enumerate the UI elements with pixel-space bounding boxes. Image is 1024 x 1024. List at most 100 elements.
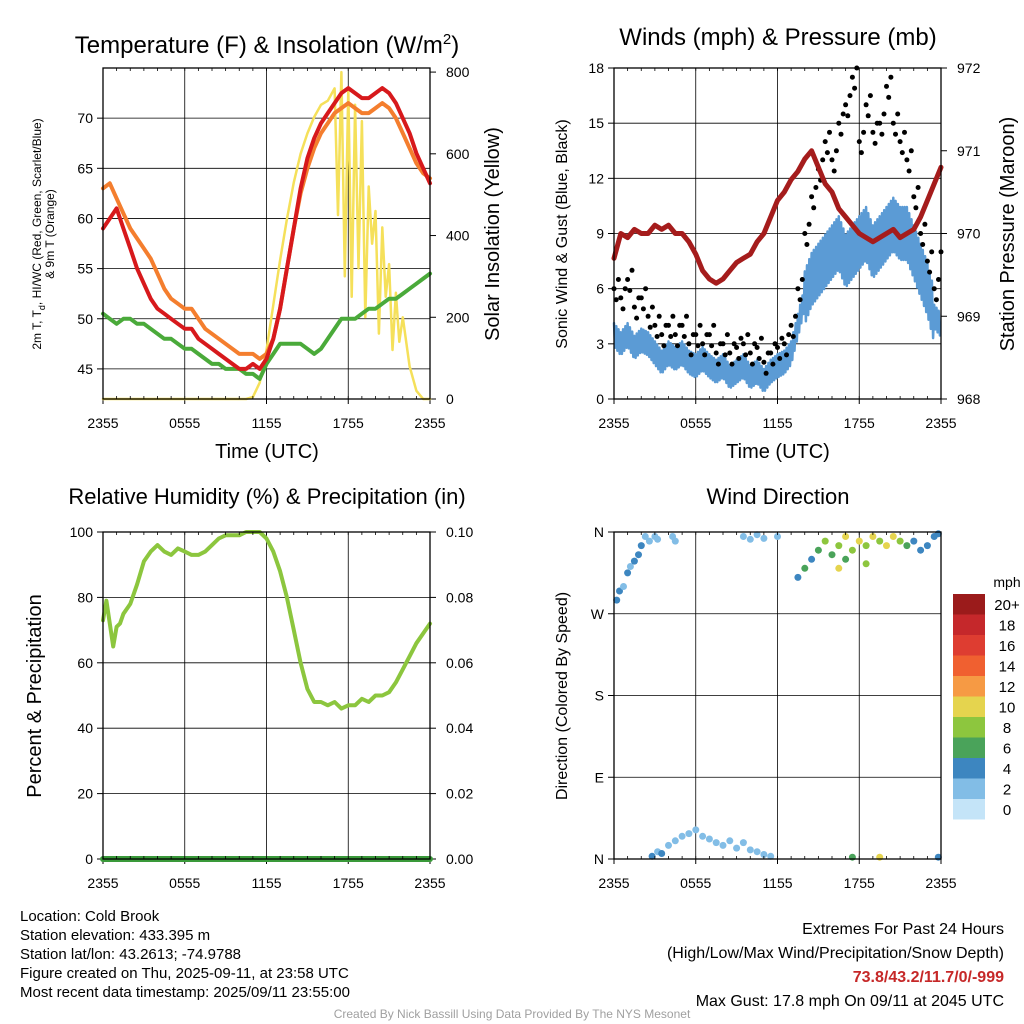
gust-point: [863, 102, 869, 108]
x-axis-label: Time (UTC): [726, 441, 830, 463]
gust-point: [790, 334, 796, 339]
gust-point: [615, 277, 621, 282]
y-tick-label: 18: [588, 60, 604, 76]
direction-point: [794, 573, 802, 581]
y-tick-label: 6: [596, 281, 604, 297]
gust-point: [697, 322, 703, 328]
y-tick-label: 12: [588, 170, 604, 186]
extremes-fields: (High/Low/Max Wind/Precipitation/Snow De…: [666, 945, 1004, 962]
gust-point: [638, 295, 644, 301]
legend-label: 14: [999, 659, 1016, 676]
direction-point: [917, 546, 925, 554]
gust-point: [872, 140, 878, 146]
title-part: Temperature (F) & Insolation (W/m: [75, 32, 443, 59]
y-tick-label: 50: [77, 311, 93, 327]
gust-point: [813, 185, 819, 190]
gust-point: [668, 334, 674, 339]
y-axis-label: Direction (Colored By Speed): [554, 592, 571, 800]
direction-point: [726, 837, 734, 845]
legend-swatch: [953, 717, 985, 738]
gust-point: [627, 288, 633, 293]
y2-axis-label: Station Pressure (Maroon): [997, 117, 1019, 352]
gust-point: [681, 334, 687, 339]
legend-label: 18: [999, 618, 1016, 635]
y-tick-label: N: [594, 524, 604, 540]
gust-point: [879, 131, 885, 137]
direction-point: [903, 542, 911, 550]
ylabel-line: , HI/WC (Red, Green, Scarlet/Blue): [30, 118, 44, 305]
gust-point: [709, 343, 715, 349]
y2-tick-label: 0.00: [446, 851, 473, 867]
x-tick-label: 2355: [414, 875, 445, 891]
gust-point: [852, 85, 858, 91]
y2-tick-label: 0.04: [446, 720, 473, 736]
legend-swatch: [953, 799, 985, 820]
elevation-text: Station elevation: 433.395 m: [20, 927, 211, 944]
gust-point: [836, 120, 842, 126]
y-tick-label: 60: [77, 655, 93, 671]
y-tick-label: 80: [77, 589, 93, 605]
gust-point: [867, 93, 873, 99]
gust-point: [833, 148, 839, 154]
gust-point: [656, 313, 662, 319]
y2-tick-label: 0: [446, 391, 454, 407]
gust-point: [936, 277, 941, 282]
gust-point: [820, 157, 826, 163]
pressure-line: [611, 148, 944, 286]
x-tick-label: 0555: [680, 875, 711, 891]
y2-tick-label: 969: [957, 308, 981, 324]
gust-point: [670, 313, 676, 319]
gust-point: [720, 341, 726, 347]
direction-point: [801, 564, 809, 572]
gust-point: [824, 150, 830, 156]
legend-label: 16: [999, 638, 1016, 655]
direction-point: [671, 537, 679, 545]
gust-point: [631, 304, 637, 310]
gust-point: [795, 286, 801, 292]
gust-point: [640, 306, 646, 312]
y2-tick-label: 0.08: [446, 589, 473, 605]
x-tick-label: 2355: [87, 415, 118, 431]
x-tick-label: 2355: [414, 415, 445, 431]
gust-point: [799, 277, 805, 282]
gust-point: [929, 249, 935, 255]
gust-point: [847, 93, 853, 99]
direction-point: [678, 832, 686, 840]
legend-label: 2: [1003, 782, 1011, 799]
y2-tick-label: 800: [446, 64, 470, 80]
gust-point: [915, 185, 921, 190]
chart-title-humidity: Relative Humidity (%) & Precipitation (i…: [68, 484, 465, 509]
chart-title-direction: Wind Direction: [706, 484, 849, 509]
gust-point: [770, 361, 776, 367]
y2-tick-label: 972: [957, 60, 981, 76]
gust-point: [743, 352, 749, 358]
direction-point: [665, 841, 672, 849]
direction-point: [658, 850, 666, 857]
gust-point: [625, 277, 631, 282]
y2-tick-label: 0.10: [446, 524, 473, 540]
direction-point: [746, 846, 754, 854]
ylabel-line: & 9m T (Orange): [43, 189, 57, 279]
gust-point: [911, 194, 917, 200]
direction-point: [699, 832, 707, 840]
gust-point: [918, 231, 924, 236]
extremes-values: 73.8/43.2/11.7/0/-999: [852, 969, 1004, 986]
legend-swatch: [953, 594, 985, 615]
location-text: Location: Cold Brook: [20, 908, 160, 925]
y-tick-label: 0: [596, 391, 604, 407]
gust-point: [693, 332, 699, 338]
y-tick-label: 0: [85, 851, 93, 867]
legend-swatch: [953, 778, 985, 799]
gust-point: [740, 341, 746, 347]
x-tick-label: 2355: [598, 415, 629, 431]
gust-point: [684, 313, 689, 319]
gust-point: [695, 343, 701, 349]
gust-point: [775, 345, 780, 350]
gust-point: [722, 352, 728, 358]
gust-point: [686, 341, 692, 347]
x-tick-label: 0555: [169, 875, 200, 891]
direction-point: [910, 537, 918, 545]
station-info: Location: Cold Brook Station elevation: …: [20, 907, 350, 1002]
direction-point: [671, 837, 679, 845]
gust-point: [788, 322, 794, 328]
